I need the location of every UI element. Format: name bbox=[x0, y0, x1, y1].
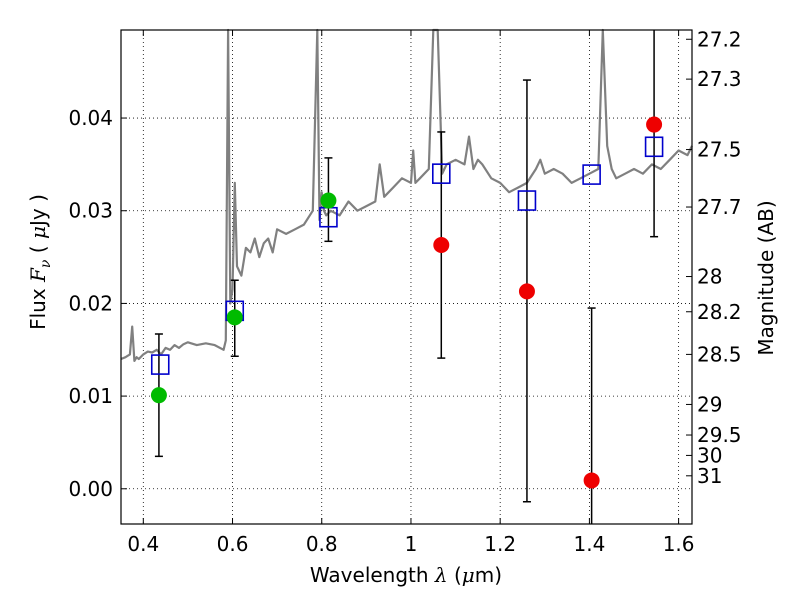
nondetection-point bbox=[646, 116, 663, 133]
magnitude-tick-label: 27.3 bbox=[697, 67, 742, 91]
magnitude-tick-label: 29 bbox=[697, 392, 722, 416]
x-tick-label: 1.2 bbox=[484, 532, 516, 556]
x-axis-title-text: Wavelength bbox=[310, 563, 435, 587]
x-axis-title: Wavelength λ (μm) bbox=[310, 563, 502, 587]
x-axis-ticks: 0.4 0.6 0.8 1 1.2 1.4 1.6 bbox=[127, 30, 695, 556]
y-tick-label: 0.02 bbox=[68, 291, 113, 315]
x-axis-title-symbol: λ bbox=[434, 563, 448, 587]
y-axis-title-unit-mu: μ bbox=[26, 226, 50, 239]
magnitude-tick-label: 31 bbox=[697, 464, 722, 488]
x-axis-title-unit-open: ( bbox=[448, 563, 462, 587]
magnitude-tick-label: 28.5 bbox=[697, 342, 742, 366]
magnitude-tick-label: 27.2 bbox=[697, 27, 742, 51]
detection-point bbox=[150, 387, 167, 404]
detection-point bbox=[226, 309, 243, 326]
detection-point bbox=[320, 192, 337, 209]
nondetection-point bbox=[518, 283, 535, 300]
y-axis-ticks: 0.00 0.01 0.02 0.03 0.04 bbox=[68, 106, 127, 501]
sed-model-line bbox=[120, 28, 693, 362]
y-tick-label: 0.01 bbox=[68, 384, 113, 408]
magnitude-tick-label: 27.7 bbox=[697, 195, 742, 219]
x-tick-label: 0.6 bbox=[217, 532, 249, 556]
model-flux-square bbox=[431, 163, 451, 184]
y-axis-title-unit-rest: Jy ) bbox=[26, 194, 50, 228]
magnitude-tick-label: 28 bbox=[697, 265, 722, 289]
model-flux-square bbox=[150, 354, 170, 375]
x-tick-label: 1 bbox=[405, 532, 418, 556]
magnitude-tick-label: 27.5 bbox=[697, 138, 742, 162]
x-axis-title-unit-mu: μ bbox=[462, 563, 475, 587]
y-axis-title: Flux Fν ( μJy ) bbox=[26, 194, 54, 330]
photometry-points bbox=[150, 116, 663, 489]
y-tick-label: 0.00 bbox=[68, 477, 113, 501]
model-flux-square bbox=[517, 190, 537, 211]
x-tick-label: 0.4 bbox=[127, 532, 159, 556]
y-axis-title-symbol: F bbox=[26, 267, 50, 283]
y-axis-title-sub: ν bbox=[38, 259, 54, 268]
y-axis-title-unit-open: ( bbox=[26, 239, 50, 260]
magnitude-tick-label: 29.5 bbox=[697, 423, 742, 447]
y-axis-title-text: Flux bbox=[26, 282, 50, 330]
model-flux-square bbox=[644, 136, 664, 158]
model-flux-square bbox=[582, 164, 601, 185]
nondetection-point bbox=[583, 472, 600, 489]
x-tick-label: 0.8 bbox=[306, 532, 338, 556]
y-tick-label: 0.04 bbox=[68, 106, 113, 130]
x-tick-label: 1.6 bbox=[663, 532, 695, 556]
sed-line bbox=[120, 28, 693, 362]
y-tick-label: 0.03 bbox=[68, 199, 113, 223]
magnitude-tick-label: 30 bbox=[697, 443, 722, 467]
magnitude-axis-title: Magnitude (AB) bbox=[754, 200, 778, 355]
magnitude-tick-label: 28.2 bbox=[697, 300, 742, 324]
nondetection-point bbox=[433, 237, 450, 254]
x-tick-label: 1.4 bbox=[573, 532, 605, 556]
x-axis-title-unit-rest: m) bbox=[475, 563, 502, 587]
